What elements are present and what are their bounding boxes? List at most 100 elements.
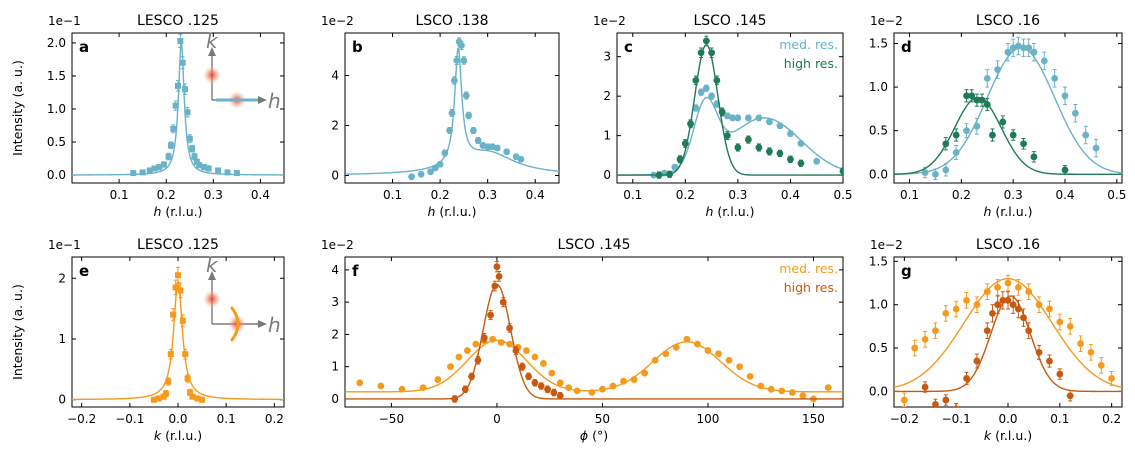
data-point (470, 127, 477, 134)
panel-title: LESCO .125 (137, 13, 219, 29)
data-point (398, 385, 406, 393)
inset-scan-arc (230, 306, 240, 342)
data-point (455, 353, 463, 361)
data-point (1056, 318, 1064, 326)
y-tick-label: 0 (603, 168, 611, 182)
data-point (676, 155, 684, 163)
data-point (729, 114, 737, 122)
offset-multiplier: 1e−2 (321, 238, 354, 252)
offset-multiplier: 1e−1 (48, 14, 81, 28)
data-point (167, 351, 174, 358)
data-point (839, 167, 843, 175)
panel-title: LSCO .138 (415, 13, 488, 29)
data-point (687, 120, 694, 128)
data-point (788, 389, 796, 396)
panel-c: 0.1 0.2 0.3 0.4 0.5 0 1 2 3 1e−2 LSCO .145 c h (r.l.… (593, 13, 853, 219)
data-point (175, 272, 181, 279)
y-tick-label: 1.5 (869, 254, 888, 268)
data-point (450, 77, 458, 84)
data-point (776, 149, 784, 157)
data-point (757, 382, 765, 390)
data-point (453, 57, 461, 64)
data-point (506, 340, 513, 348)
plot-area (617, 35, 843, 179)
plot-area (345, 37, 559, 181)
data-point (539, 360, 547, 367)
panel-letter: g (901, 262, 912, 280)
data-point (465, 112, 473, 119)
data-point (734, 144, 742, 151)
data-point (556, 392, 564, 400)
x-tick-label: 0 (493, 412, 501, 426)
y-tick-label: 3 (331, 295, 339, 309)
data-point (1025, 288, 1033, 296)
plot-frame (71, 32, 285, 184)
x-axis-unit: (r.l.u.) (991, 204, 1032, 219)
data-point (431, 164, 439, 172)
x-axis-variable: h (706, 204, 714, 219)
x-tick-label: 0.3 (478, 188, 497, 202)
data-point (953, 405, 960, 407)
data-point (484, 143, 492, 151)
x-tick-label: 0.5 (1107, 188, 1126, 202)
data-point (1061, 92, 1069, 100)
data-point (503, 148, 511, 156)
data-point (523, 347, 530, 354)
data-point (441, 149, 449, 157)
data-point (641, 369, 649, 377)
data-point (186, 135, 193, 142)
panel-letter: e (79, 262, 89, 280)
data-point (1025, 327, 1033, 335)
x-axis-variable: k (984, 428, 992, 443)
data-point (377, 382, 385, 390)
data-point (130, 170, 137, 177)
data-point (713, 76, 721, 84)
x-tick-label: 0.4 (251, 188, 270, 202)
x-tick-label: 0.4 (781, 188, 800, 202)
data-point (146, 167, 153, 174)
data-point (436, 160, 444, 168)
data-point (630, 376, 638, 383)
data-point (233, 170, 240, 177)
panel-letter: b (352, 38, 363, 56)
data-point (356, 379, 364, 387)
data-point (692, 76, 700, 84)
data-point (1077, 340, 1084, 348)
data-point (417, 170, 425, 178)
fit-curve-teal (894, 96, 1122, 175)
data-point (487, 311, 495, 319)
data-point (493, 263, 501, 271)
x-tick-label: 0.3 (728, 188, 747, 202)
inset-spot-k (203, 290, 221, 308)
x-axis-unit: (°) (588, 428, 608, 443)
data-point (697, 88, 705, 96)
legend-med-res: med. res. (779, 261, 838, 276)
panel-letter: c (624, 38, 633, 56)
data-point (556, 379, 564, 387)
plot-frame (344, 256, 844, 408)
inset-h-label: h (268, 89, 281, 113)
y-tick-label: 2 (58, 271, 66, 285)
data-point (517, 155, 525, 163)
data-point (725, 356, 733, 364)
x-axis-variable: h (428, 204, 436, 219)
data-point (692, 104, 700, 112)
fit-curve-blue (894, 47, 1122, 175)
panel-title: LSCO .16 (976, 237, 1040, 253)
x-tick-label: 0.2 (265, 412, 284, 426)
data-point (963, 127, 970, 135)
x-tick-label: −0.1 (942, 412, 971, 426)
data-point (797, 159, 805, 167)
inset-diagram: kh (203, 253, 281, 342)
data-point (697, 49, 705, 57)
data-point (474, 356, 482, 364)
data-point (671, 163, 679, 171)
x-tick-label: 150 (802, 412, 825, 426)
x-tick-label: 0.1 (217, 412, 236, 426)
data-point (179, 59, 186, 66)
x-axis-variable: h (984, 204, 992, 219)
data-point (512, 347, 520, 354)
x-tick-label: 0.1 (383, 188, 402, 202)
data-point (160, 393, 167, 400)
